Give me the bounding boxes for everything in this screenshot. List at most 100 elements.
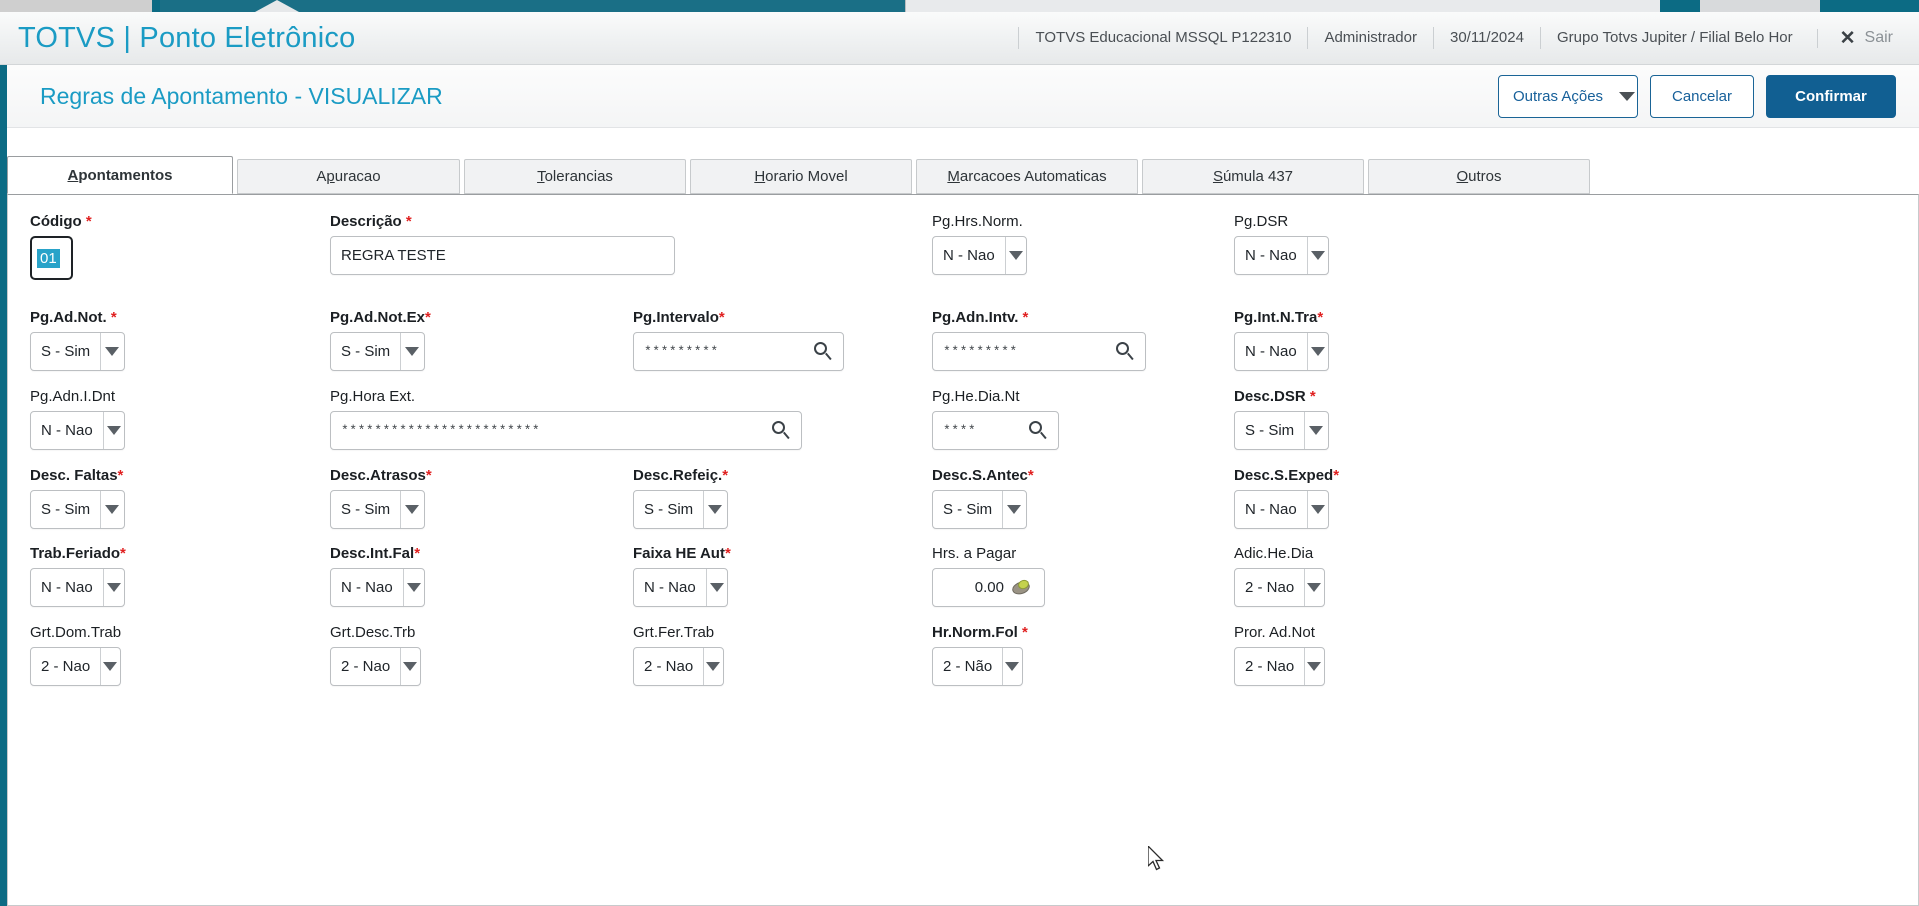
select-pg-dsr[interactable]: N - Nao [1234,236,1329,275]
select-desc-s-exped[interactable]: N - Nao [1234,490,1329,529]
caret-down-icon [1007,505,1022,514]
select-desc-s-antec[interactable]: S - Sim [932,490,1027,529]
money-icon[interactable] [1010,578,1034,596]
dropdown-arrow-button[interactable] [1305,662,1324,671]
label-grt-dom-trab: Grt.Dom.Trab [30,624,121,642]
field-pg-ad-not: Pg.Ad.Not. * S - Sim [30,309,125,371]
dropdown-arrow-button[interactable] [401,347,424,356]
required-asterisk: * [1018,309,1029,326]
label-text: Desc.S.Exped [1234,467,1334,484]
cancel-button[interactable]: Cancelar [1650,74,1754,118]
dropdown-arrow-button[interactable] [101,662,120,671]
tab-apontamentos[interactable]: Apontamentos [7,156,233,194]
input-hrs-a-pagar[interactable]: 0.00 [932,568,1045,607]
select-desc-faltas[interactable]: S - Sim [30,490,125,529]
confirm-button[interactable]: Confirmar [1766,74,1896,118]
tab-tolerancias[interactable]: Tolerancias [464,159,686,194]
field-pg-dsr: Pg.DSR N - Nao [1234,213,1329,275]
input-codigo[interactable]: 01 [30,236,73,280]
select-divider [400,648,401,685]
tab-s-mula-437[interactable]: Súmula 437 [1142,159,1364,194]
left-accent-rail [0,65,7,906]
caret-down-icon [706,662,721,671]
label-adic-he-dia: Adic.He.Dia [1234,545,1325,563]
field-desc-atrasos: Desc.Atrasos* S - Sim [330,467,432,529]
search-icon[interactable] [1028,420,1048,441]
close-icon: ✕ [1839,27,1856,49]
caret-down-icon [406,583,421,592]
label-faixa-he-aut: Faixa HE Aut* [633,545,731,563]
label-pg-hora-ext: Pg.Hora Ext. [330,388,802,406]
dropdown-arrow-button[interactable] [1307,347,1328,356]
dropdown-arrow-button[interactable] [704,505,727,514]
dropdown-arrow-button[interactable] [101,347,124,356]
select-divider [1304,412,1305,449]
search-icon[interactable] [771,420,791,441]
select-pror-ad-not[interactable]: 2 - Nao [1234,647,1325,686]
select-adic-he-dia[interactable]: 2 - Nao [1234,568,1325,607]
field-trab-feriado: Trab.Feriado* N - Nao [30,545,126,607]
logout-button[interactable]: ✕ Sair [1816,27,1919,49]
select-value: S - Sim [644,501,694,518]
select-value: N - Nao [341,579,393,596]
input-pg-he-dia-nt[interactable]: **** [932,411,1059,450]
dropdown-arrow-button[interactable] [1305,583,1324,592]
select-desc-dsr[interactable]: S - Sim [1234,411,1329,450]
dropdown-arrow-button[interactable] [401,662,420,671]
select-pg-hrs-norm[interactable]: N - Nao [932,236,1027,275]
select-hr-norm-fol[interactable]: 2 - Não [932,647,1023,686]
caret-down-icon [1310,505,1325,514]
select-pg-int-n-tra[interactable]: N - Nao [1234,332,1329,371]
search-icon[interactable] [813,341,833,362]
select-pg-ad-not-ex[interactable]: S - Sim [330,332,425,371]
select-desc-atrasos[interactable]: S - Sim [330,490,425,529]
input-pg-intervalo[interactable]: ********* [633,332,844,371]
select-trab-feriado[interactable]: N - Nao [30,568,125,607]
field-pror-ad-not: Pror. Ad.Not 2 - Nao [1234,624,1325,686]
input-pg-hora-ext[interactable]: ************************ [330,411,802,450]
select-divider [1306,333,1308,370]
select-faixa-he-aut[interactable]: N - Nao [633,568,728,607]
dropdown-arrow-button[interactable] [103,583,124,592]
select-value: N - Nao [1245,247,1297,264]
search-icon[interactable] [1115,341,1135,362]
label-text: Grt.Fer.Trab [633,624,715,641]
label-desc-atrasos: Desc.Atrasos* [330,467,432,485]
select-desc-refeic[interactable]: S - Sim [633,490,728,529]
dropdown-arrow-button[interactable] [704,662,723,671]
field-pg-adn-intv: Pg.Adn.Intv. * ********* [932,309,1146,371]
tab-apuracao[interactable]: Apuracao [237,159,460,194]
select-grt-desc-trb[interactable]: 2 - Nao [330,647,421,686]
tab-horario-movel[interactable]: Horario Movel [690,159,912,194]
select-grt-dom-trab[interactable]: 2 - Nao [30,647,121,686]
select-desc-int-fal[interactable]: N - Nao [330,568,425,607]
dropdown-arrow-button[interactable] [1307,251,1328,260]
label-hrs-a-pagar: Hrs. a Pagar [932,545,1045,563]
dropdown-arrow-button[interactable] [1003,662,1022,671]
select-pg-ad-not[interactable]: S - Sim [30,332,125,371]
dropdown-arrow-button[interactable] [1307,505,1328,514]
tab-marcacoes-automaticas[interactable]: Marcacoes Automaticas [916,159,1138,194]
other-actions-button[interactable]: Outras Ações [1498,74,1638,118]
dropdown-arrow-button[interactable] [706,583,727,592]
dropdown-arrow-button[interactable] [1005,251,1026,260]
required-asterisk: * [106,309,117,326]
caret-down-icon [1005,662,1020,671]
dropdown-arrow-button[interactable] [101,505,124,514]
input-value: **** [943,423,977,438]
dropdown-arrow-button[interactable] [1305,426,1328,435]
dropdown-arrow-button[interactable] [403,583,424,592]
dropdown-arrow-button[interactable] [103,426,124,435]
dropdown-arrow-button[interactable] [401,505,424,514]
select-value: S - Sim [41,501,91,518]
tab-outros[interactable]: Outros [1368,159,1590,194]
label-desc-dsr: Desc.DSR * [1234,388,1329,406]
caret-down-icon [1310,347,1325,356]
dropdown-arrow-button[interactable] [1003,505,1026,514]
select-pg-adn-i-dnt[interactable]: N - Nao [30,411,125,450]
select-grt-fer-trab[interactable]: 2 - Nao [633,647,724,686]
field-hr-norm-fol: Hr.Norm.Fol * 2 - Não [932,624,1028,686]
tab-label: Horario Movel [754,168,848,185]
input-descricao[interactable]: REGRA TESTE [330,236,675,275]
input-pg-adn-intv[interactable]: ********* [932,332,1146,371]
